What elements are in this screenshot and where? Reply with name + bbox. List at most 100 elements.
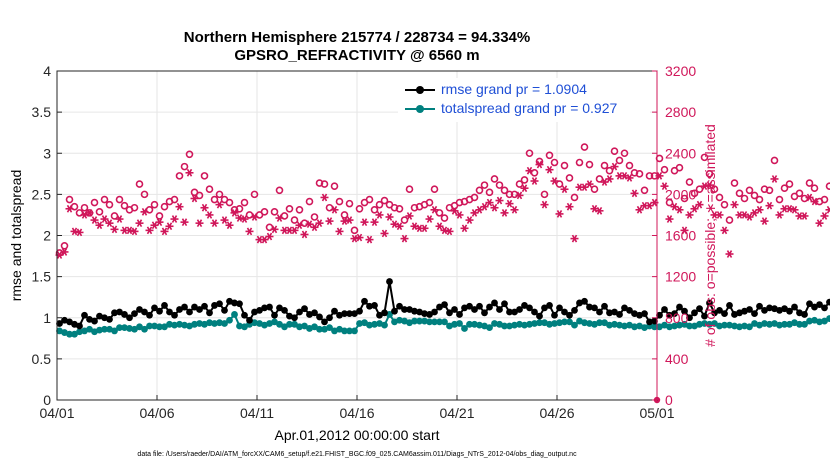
rmse-point [281, 306, 288, 314]
assimilated-obs-point [440, 226, 449, 235]
y-left-axis-title: rmse and totalspread [8, 170, 24, 302]
rmse-point [166, 308, 173, 316]
assimilated-obs-point [350, 234, 359, 243]
assimilated-obs-point [450, 206, 459, 215]
possible-obs-point [370, 205, 379, 214]
assimilated-obs-point [775, 211, 784, 219]
spread-point [121, 324, 128, 332]
spread-point [766, 320, 773, 328]
assimilated-obs-point [635, 205, 644, 214]
rmse-point [551, 311, 558, 319]
assimilated-obs-point [385, 213, 394, 221]
possible-obs-point [275, 186, 284, 195]
assimilated-obs-point [335, 227, 344, 236]
legend-spread-marker [416, 105, 424, 113]
assimilated-obs-point [170, 215, 179, 223]
possible-obs-point [175, 172, 184, 180]
assimilated-obs-point [715, 211, 724, 219]
assimilated-obs-point [805, 193, 814, 202]
spread-point [431, 318, 438, 326]
rmse-point [446, 309, 453, 317]
legend-rmse-label: rmse grand pr = 1.0904 [441, 81, 587, 97]
y-right-tick-label: 0 [665, 392, 673, 408]
possible-obs-point [105, 200, 114, 209]
spread-point [221, 320, 228, 327]
rmse-point [366, 302, 373, 310]
possible-obs-point [705, 170, 714, 178]
assimilated-obs-point [185, 168, 194, 177]
rmse-point [721, 310, 728, 318]
spread-point [506, 322, 513, 330]
assimilated-obs-point [745, 213, 754, 221]
rmse-point [411, 307, 418, 315]
rmse-point [146, 311, 153, 319]
spread-point [436, 318, 443, 326]
rmse-point [786, 307, 793, 315]
assimilated-obs-point [720, 226, 729, 235]
assimilated-obs-point [110, 225, 119, 234]
possible-obs-point [315, 179, 324, 187]
assimilated-obs-point [205, 211, 214, 219]
spread-point [156, 323, 163, 331]
rmse-point [691, 309, 698, 317]
y-left-tick-label: 4 [43, 63, 51, 79]
possible-obs-point [470, 193, 479, 202]
rmse-point [161, 302, 168, 309]
possible-obs-point [750, 191, 759, 200]
rmse-point [591, 304, 598, 312]
x-tick-label: 04/06 [139, 405, 174, 421]
rmse-point [326, 314, 333, 322]
possible-obs-point [805, 179, 814, 187]
x-tick-label: 04/21 [439, 405, 474, 421]
assimilated-obs-point [330, 205, 339, 214]
possible-obs-point [570, 193, 579, 202]
spread-point [701, 320, 708, 327]
possible-obs-point [765, 186, 774, 195]
spread-point [226, 316, 233, 324]
assimilated-obs-point [360, 218, 369, 226]
possible-obs-point [435, 209, 444, 217]
spread-point [181, 321, 188, 329]
assimilated-obs-point [315, 219, 324, 228]
assimilated-obs-point [250, 213, 259, 221]
possible-obs-point [215, 190, 224, 199]
possible-obs-point [595, 175, 604, 183]
rmse-point [271, 311, 278, 319]
possible-obs-point [375, 200, 384, 209]
assimilated-obs-point [95, 221, 104, 230]
rmse-point [381, 309, 388, 317]
possible-obs-point [205, 185, 214, 194]
assimilated-obs-point [290, 226, 299, 235]
possible-obs-point [180, 162, 189, 171]
assimilated-obs-point [585, 180, 594, 188]
spread-point [616, 321, 623, 329]
possible-obs-point [820, 195, 829, 204]
possible-obs-point [590, 185, 599, 194]
spread-point [806, 317, 813, 325]
rmse-point [821, 304, 828, 312]
spread-point [476, 321, 483, 329]
assimilated-obs-point [425, 215, 434, 223]
spread-point [421, 317, 428, 325]
possible-obs-point [785, 180, 794, 188]
assimilated-obs-point [245, 227, 254, 236]
possible-obs-point [810, 184, 819, 193]
assimilated-obs-point [180, 218, 189, 226]
spread-point [211, 320, 218, 327]
legend-entry-rmse: rmse grand pr = 1.0904 [399, 81, 649, 101]
assimilated-obs-point [800, 212, 809, 220]
spread-point [606, 321, 613, 329]
spread-point [76, 328, 83, 336]
assimilated-obs-point [790, 205, 799, 214]
spread-point [551, 320, 558, 327]
rmse-point [311, 309, 318, 317]
rmse-point [151, 304, 158, 312]
spread-point [826, 315, 830, 322]
possible-obs-point [505, 190, 514, 199]
spread-point [796, 320, 803, 328]
assimilated-obs-point [820, 212, 829, 220]
possible-obs-point [60, 241, 69, 250]
assimilated-obs-point [505, 199, 514, 208]
assimilated-obs-point [785, 204, 794, 213]
assimilated-obs-point [525, 166, 534, 175]
